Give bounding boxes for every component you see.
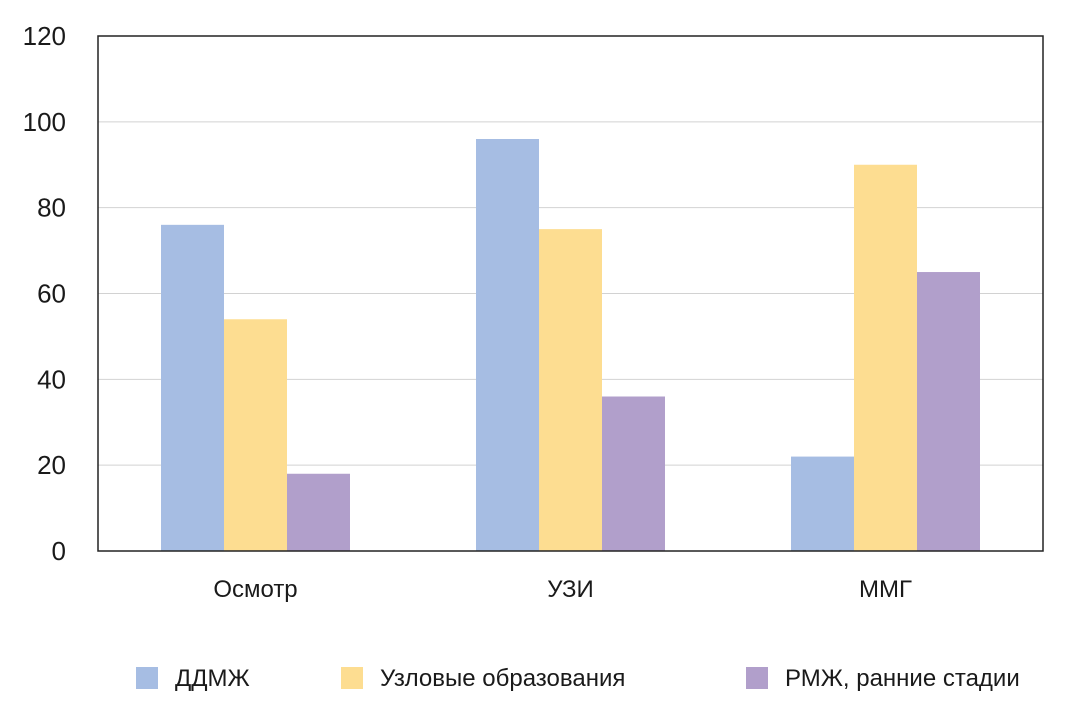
bar-3-1: [287, 473, 350, 551]
y-tick-label: 0: [52, 536, 66, 566]
y-tick-label: 100: [23, 107, 66, 137]
x-category-label: УЗИ: [547, 576, 593, 603]
legend-label: ДДМЖ: [175, 665, 250, 692]
x-axis-labels: Осмотр УЗИ ММГ: [213, 576, 912, 603]
legend-label: РМЖ, ранние стадии: [785, 665, 1020, 692]
x-category-label: ММГ: [859, 576, 912, 603]
bar-3-3: [917, 272, 980, 551]
legend-swatch: [746, 667, 768, 689]
plot-frame: [97, 35, 1044, 552]
y-axis-ticks: 0 20 40 60 80 100 120: [23, 21, 66, 566]
legend-swatch: [341, 667, 363, 689]
y-tick-label: 120: [23, 21, 66, 51]
y-tick-label: 60: [37, 279, 66, 309]
y-tick-label: 20: [37, 450, 66, 480]
bar-2-2: [539, 229, 602, 551]
legend-label: Узловые образования: [380, 665, 625, 692]
bar-2-1: [224, 319, 287, 551]
legend: ДДМЖ Узловые образования РМЖ, ранние стади…: [136, 665, 1020, 692]
legend-swatch: [136, 667, 158, 689]
x-category-label: Осмотр: [213, 576, 297, 603]
y-tick-label: 80: [37, 193, 66, 223]
bar-1-1: [161, 224, 224, 552]
bar-2-3: [854, 164, 917, 551]
bar-1-3: [791, 456, 854, 551]
bar-3-2: [602, 396, 665, 551]
y-tick-label: 40: [37, 364, 66, 394]
bar-1-2: [476, 139, 539, 551]
bars: [161, 139, 980, 552]
